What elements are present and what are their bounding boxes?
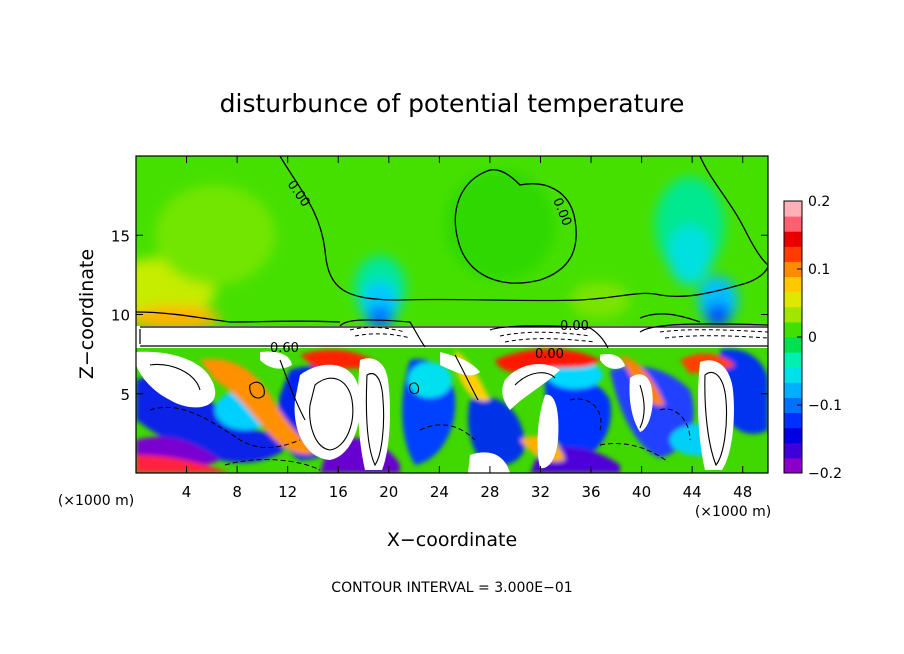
- x-tick-label: 32: [531, 483, 550, 501]
- colorbar-swatch: [784, 246, 802, 262]
- colorbar-swatch: [784, 337, 802, 353]
- colorbar-swatch: [784, 261, 802, 278]
- x-tick-label: 40: [632, 483, 651, 501]
- chart-title: disturbunce of potential temperature: [220, 89, 685, 118]
- x-tick-label: 16: [329, 483, 348, 501]
- contour-interval-note: CONTOUR INTERVAL = 3.000E−01: [331, 580, 572, 596]
- colorbar-swatch: [784, 427, 802, 444]
- colorbar-swatch: [784, 397, 802, 414]
- x-axis-ticks: 4 8 12 16 20 24 28 32 36 40 44 48: [182, 156, 752, 501]
- y-tick-label: 5: [120, 386, 130, 404]
- contour-label: 0.00: [560, 319, 589, 334]
- x-tick-label: 24: [430, 483, 449, 501]
- colorbar-swatch: [784, 291, 802, 308]
- y-axis-label: Z−coordinate: [76, 249, 98, 379]
- colorbar-tick-label: −0.2: [808, 466, 842, 482]
- plot-area: 0.00 0.00 0.00 0.00 0.60: [136, 156, 768, 473]
- colorbar-tick-label: 0.1: [808, 262, 830, 278]
- colorbar-swatch: [784, 457, 802, 474]
- colorbar-ticks: 0.2 0.1 0 −0.1 −0.2: [797, 194, 842, 482]
- contour-label: 0.00: [535, 347, 564, 362]
- x-tick-label: 8: [232, 483, 242, 501]
- colorbar-swatch: [784, 321, 802, 338]
- x-axis-label: X−coordinate: [387, 529, 517, 551]
- x-tick-label: 4: [182, 483, 192, 501]
- x-tick-label: 36: [581, 483, 600, 501]
- x-tick-label: 12: [278, 483, 297, 501]
- colorbar-swatch: [784, 367, 802, 383]
- colorbar-swatch: [784, 382, 802, 398]
- colorbar-swatch: [784, 216, 802, 232]
- contour-label: 0.60: [270, 341, 299, 356]
- colorbar-swatch: [784, 352, 802, 368]
- z-unit-label: (×1000 m): [695, 504, 771, 520]
- x-unit-label: (×1000 m): [58, 493, 134, 509]
- y-axis-ticks: 5 10 15: [111, 227, 768, 404]
- y-tick-label: 15: [111, 227, 130, 245]
- x-tick-label: 44: [683, 483, 702, 501]
- colorbar-swatch: [784, 276, 802, 293]
- colorbar-swatch: [784, 442, 802, 459]
- colorbar-swatch: [784, 412, 802, 429]
- colorbar-tick-label: 0.2: [808, 194, 830, 210]
- colorbar-swatch: [784, 231, 802, 247]
- colorbar-tick-label: 0: [808, 330, 817, 346]
- x-tick-label: 48: [733, 483, 752, 501]
- colorbar-swatch: [784, 201, 802, 217]
- colorbar-tick-label: −0.1: [808, 398, 842, 414]
- x-tick-label: 20: [379, 483, 398, 501]
- colorbar-swatch: [784, 306, 802, 323]
- y-tick-label: 10: [111, 307, 130, 325]
- x-tick-label: 28: [480, 483, 499, 501]
